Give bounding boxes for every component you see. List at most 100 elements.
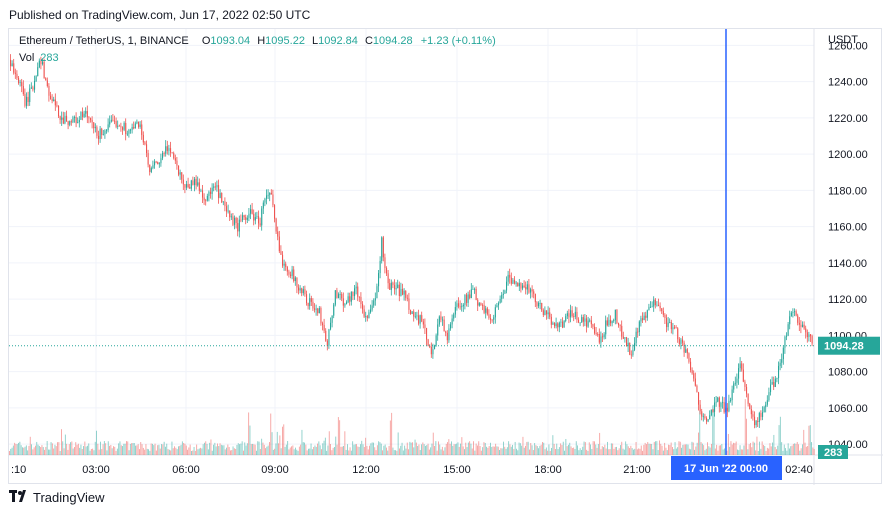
- volume-bar: [492, 446, 494, 455]
- volume-bar: [101, 449, 103, 455]
- volume-bar: [685, 444, 686, 455]
- candle-body: [152, 165, 154, 169]
- volume-bar: [484, 442, 486, 455]
- candle-body: [280, 251, 282, 255]
- candle-body: [30, 87, 32, 89]
- volume-bar: [462, 446, 464, 455]
- volume-bar: [271, 432, 273, 455]
- candle-body: [757, 421, 759, 422]
- volume-bar: [123, 443, 125, 455]
- candle-body: [354, 288, 356, 297]
- volume-bar: [276, 431, 278, 455]
- candle-body: [466, 294, 468, 303]
- volume-bar: [474, 450, 476, 455]
- candle-body: [541, 302, 543, 311]
- candle-body: [291, 269, 293, 276]
- candle-body: [328, 329, 330, 346]
- candle-body: [187, 184, 189, 188]
- volume-value: 283: [40, 52, 59, 64]
- candle-body: [616, 309, 618, 324]
- volume-bar: [629, 448, 630, 455]
- price-chart[interactable]: 1260.00 1240.00 1220.00 1200.00 1180.00 1160.…: [9, 29, 883, 485]
- volume-bar: [448, 439, 450, 455]
- candle-body: [435, 335, 437, 346]
- candle-body: [784, 336, 786, 348]
- candle-body: [802, 324, 804, 327]
- tv-logo-icon[interactable]: [9, 490, 29, 505]
- candle-body: [112, 119, 114, 121]
- candle-body: [766, 400, 768, 405]
- candle-body: [104, 130, 106, 135]
- candle-body: [445, 331, 447, 333]
- brand-name[interactable]: TradingView: [33, 490, 105, 505]
- volume-bar: [506, 447, 508, 455]
- candle-body: [661, 308, 663, 312]
- candle-body: [542, 310, 544, 315]
- volume-bar: [93, 450, 95, 455]
- candle-body: [74, 117, 76, 118]
- candle-body: [546, 310, 548, 315]
- candle-body: [317, 308, 319, 314]
- candle-body: [200, 190, 202, 192]
- volume-bar: [595, 444, 597, 455]
- volume-bar: [289, 447, 291, 455]
- candle-body: [605, 320, 607, 335]
- candle-body: [566, 313, 568, 317]
- volume-bar: [205, 441, 207, 455]
- candle-body: [42, 61, 44, 65]
- volume-bar: [258, 441, 260, 455]
- candle-body: [747, 393, 749, 404]
- volume-bar: [165, 446, 166, 455]
- candle-body: [742, 369, 744, 382]
- symbol-name[interactable]: Ethereum / TetherUS, 1, BINANCE: [19, 35, 189, 47]
- volume-bar: [805, 446, 807, 455]
- volume-bar: [285, 444, 287, 455]
- candle-body: [510, 277, 512, 284]
- volume-bar: [695, 446, 697, 455]
- volume-bar: [581, 449, 582, 455]
- volume-bar: [445, 443, 447, 455]
- candle-body: [333, 304, 335, 316]
- candle-body: [350, 291, 352, 302]
- volume-bar: [790, 446, 792, 455]
- volume-bar: [496, 446, 498, 455]
- chart-area[interactable]: 1260.00 1240.00 1220.00 1200.00 1180.00 1160.…: [8, 28, 883, 485]
- candle-body: [99, 128, 101, 140]
- volume-bar: [686, 444, 688, 455]
- candle-body: [478, 303, 480, 306]
- volume-bar: [240, 443, 242, 455]
- volume-bar: [750, 442, 751, 455]
- volume-bar: [374, 447, 376, 455]
- volume-bar: [617, 450, 619, 455]
- volume-bar: [109, 445, 110, 455]
- volume-bar: [785, 448, 786, 455]
- candle-body: [307, 302, 309, 307]
- volume-bar: [557, 449, 559, 455]
- volume-bar: [414, 439, 416, 455]
- volume-bar: [412, 442, 413, 455]
- candle-body: [366, 316, 368, 319]
- candle-body: [85, 111, 87, 114]
- candle-body: [550, 316, 552, 325]
- volume-bar: [588, 442, 590, 455]
- volume-bar: [120, 445, 122, 455]
- volume-bar: [769, 443, 771, 455]
- candle-body: [240, 219, 242, 221]
- volume-bar: [366, 445, 368, 455]
- candle-body: [744, 381, 746, 387]
- volume-bar: [665, 447, 667, 455]
- volume-bar: [103, 441, 105, 455]
- volume-bar: [161, 444, 162, 455]
- volume-bar: [430, 447, 432, 455]
- volume-bar: [574, 449, 576, 455]
- candle-body: [734, 382, 736, 384]
- volume-bar: [500, 448, 502, 455]
- candle-body: [773, 382, 775, 387]
- volume-bar: [642, 450, 643, 455]
- candle-body: [779, 362, 781, 366]
- volume-bar: [163, 441, 165, 455]
- volume-bar: [313, 446, 315, 455]
- candle-body: [467, 294, 469, 303]
- volume-bar: [724, 448, 725, 455]
- candle-body: [46, 80, 48, 87]
